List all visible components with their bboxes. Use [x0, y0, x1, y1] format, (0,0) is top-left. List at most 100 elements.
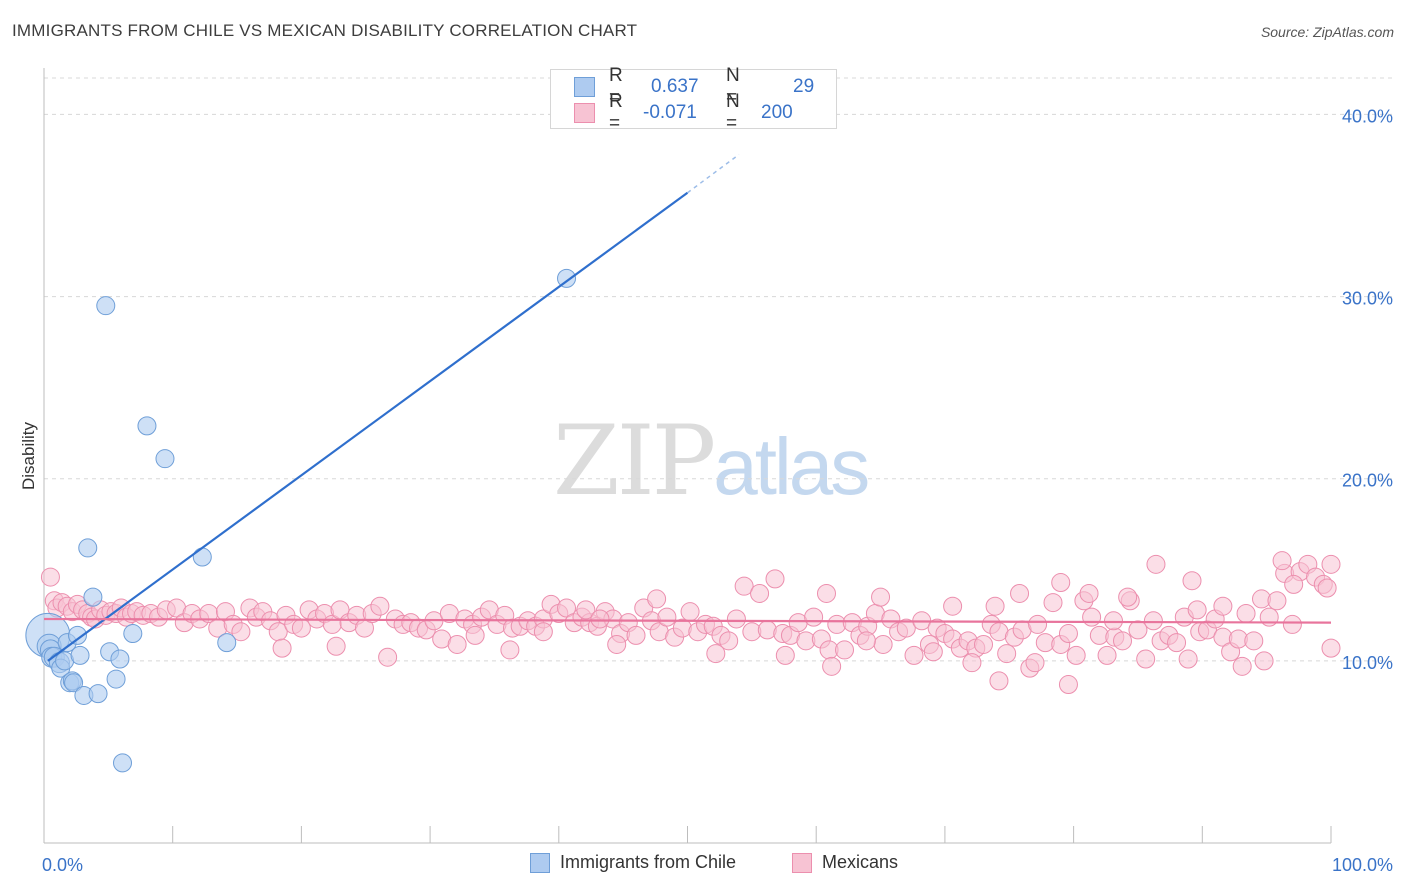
mexicans-point [1321, 554, 1341, 574]
chile-legend-swatch [530, 852, 550, 873]
mexicans-point [590, 609, 610, 629]
watermark-zip: ZIP [553, 405, 716, 517]
mexicans-point [989, 671, 1009, 691]
mexicans-point [856, 631, 876, 651]
chile-point [83, 587, 103, 607]
stats-legend: R = 0.637 N = 29 R = -0.071 N = 200 [550, 65, 837, 134]
tick-labels: 10.0% 20.0% 30.0% 40.0% 0.0% 100.0% Disability [19, 106, 1393, 875]
r-value: -0.071 [643, 102, 697, 123]
chile-point [64, 673, 84, 693]
mexicans-point [896, 618, 916, 638]
mexicans-point [816, 583, 836, 603]
y-tick-label: 40.0% [1342, 106, 1393, 126]
chile-point [106, 669, 126, 689]
mexicans-point [1321, 638, 1341, 658]
mexicans-point [822, 656, 842, 676]
mexicans-point [757, 620, 777, 640]
y-axis-label: Disability [19, 421, 38, 490]
mexicans-point [447, 634, 467, 654]
chile-point [217, 633, 237, 653]
mexicans-points [40, 551, 1341, 695]
mexicans-point [1103, 611, 1123, 631]
n-label: N = [726, 65, 740, 108]
mexicans-point [835, 640, 855, 660]
mexicans-point [1244, 631, 1264, 651]
bottom-legend: Immigrants from Chile Mexicans [0, 852, 1406, 878]
mexicans-point [378, 647, 398, 667]
mexicans-point [626, 625, 646, 645]
chart-title: IMMIGRANTS FROM CHILE VS MEXICAN DISABIL… [12, 21, 638, 40]
mexicans-point [557, 598, 577, 618]
mexicans-point [943, 596, 963, 616]
mexicans-point [657, 607, 677, 627]
mexicans-point [1143, 611, 1163, 631]
chile-trend-line [47, 191, 689, 662]
mexicans-point [291, 618, 311, 638]
mexicans-point [607, 634, 627, 654]
chile-point [155, 449, 175, 469]
chile-point [67, 625, 87, 645]
mexicans-point [1058, 675, 1078, 695]
mexicans-point [923, 642, 943, 662]
mexicans-point [1254, 651, 1274, 671]
chile-point [192, 547, 212, 567]
mexicans-point [775, 645, 795, 665]
legend-label-chile: Immigrants from Chile [560, 852, 737, 872]
mexicans-point [1213, 596, 1233, 616]
y-tick-label: 10.0% [1342, 653, 1393, 673]
legend-item-chile[interactable]: Immigrants from Chile [530, 852, 736, 873]
legend-item-mexicans[interactable]: Mexicans [792, 852, 898, 873]
mexicans-point [231, 622, 251, 642]
chile-point [137, 416, 157, 436]
chile-point [557, 268, 577, 288]
mexicans-point [1232, 656, 1252, 676]
chile-swatch [574, 77, 595, 97]
legend-label-mexicans: Mexicans [822, 852, 899, 872]
mexicans-point [726, 609, 746, 629]
watermark: ZIPatlas [553, 405, 870, 517]
mexicans-point [1284, 574, 1304, 594]
mexicans-point [750, 583, 770, 603]
y-tick-label: 20.0% [1342, 471, 1393, 491]
mexicans-point [734, 576, 754, 596]
mexicans-point [873, 634, 893, 654]
mexicans-point [1282, 614, 1302, 634]
mexicans-point [706, 644, 726, 664]
mexicans-point [985, 596, 1005, 616]
mexicans-point [680, 602, 700, 622]
trend-lines [43, 153, 1332, 662]
n-value: 200 [761, 102, 793, 123]
chile-point [123, 624, 143, 644]
mexicans-point [1146, 554, 1166, 574]
mexicans-point [1317, 578, 1337, 598]
mexicans-point [1178, 649, 1198, 669]
mexicans-point [719, 631, 739, 651]
mexicans-point [1187, 600, 1207, 620]
n-value: 29 [793, 76, 815, 97]
r-label: R = [609, 65, 623, 108]
mexicans-trend-line [43, 617, 1332, 624]
source-label: Source: ZipAtlas.com [1260, 24, 1394, 40]
mexicans-point [40, 567, 60, 587]
mexicans-point [1058, 624, 1078, 644]
r-value: 0.637 [651, 76, 699, 97]
mexicans-point [1097, 645, 1117, 665]
mexicans-point [1236, 604, 1256, 623]
chile-point [78, 538, 98, 558]
mexicans-point [1113, 631, 1133, 651]
chile-point [88, 684, 108, 704]
x-tick-label-min: 0.0% [42, 855, 83, 875]
mexicans-point [1025, 653, 1045, 673]
mexicans-point [974, 634, 994, 654]
mexicans-point [1043, 593, 1063, 613]
mexicans-point [765, 569, 785, 589]
watermark-atlas: atlas [713, 422, 870, 511]
mexicans-point [1128, 620, 1148, 640]
mexicans-point [871, 587, 891, 607]
chile-point [70, 645, 90, 665]
mexicans-point [465, 625, 485, 645]
axes [43, 68, 1332, 844]
mexicans-point [326, 636, 346, 656]
chile-trend-extension [687, 153, 740, 194]
mexicans-point [533, 622, 553, 642]
